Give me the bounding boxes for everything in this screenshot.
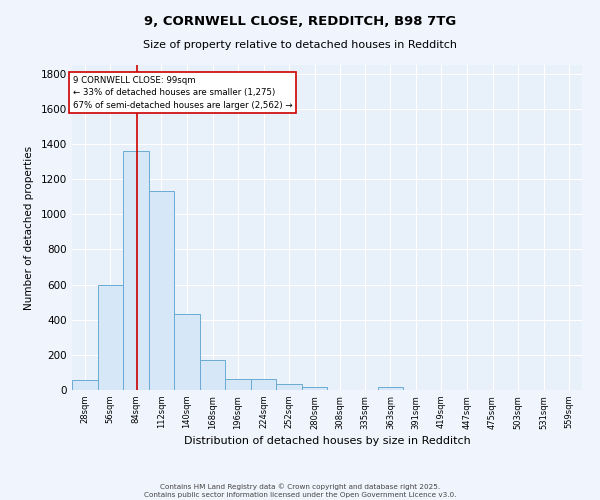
Text: 9, CORNWELL CLOSE, REDDITCH, B98 7TG: 9, CORNWELL CLOSE, REDDITCH, B98 7TG bbox=[144, 15, 456, 28]
Y-axis label: Number of detached properties: Number of detached properties bbox=[24, 146, 34, 310]
Bar bbox=[277, 384, 302, 390]
Bar bbox=[225, 378, 251, 390]
Bar bbox=[302, 388, 328, 390]
Bar bbox=[123, 151, 149, 390]
X-axis label: Distribution of detached houses by size in Redditch: Distribution of detached houses by size … bbox=[184, 436, 470, 446]
Text: Size of property relative to detached houses in Redditch: Size of property relative to detached ho… bbox=[143, 40, 457, 50]
Bar bbox=[149, 192, 174, 390]
Bar bbox=[72, 380, 98, 390]
Bar bbox=[251, 378, 277, 390]
Bar bbox=[174, 314, 200, 390]
Text: Contains HM Land Registry data © Crown copyright and database right 2025.
Contai: Contains HM Land Registry data © Crown c… bbox=[144, 484, 456, 498]
Bar bbox=[377, 388, 403, 390]
Bar bbox=[98, 284, 123, 390]
Bar bbox=[200, 360, 225, 390]
Text: 9 CORNWELL CLOSE: 99sqm
← 33% of detached houses are smaller (1,275)
67% of semi: 9 CORNWELL CLOSE: 99sqm ← 33% of detache… bbox=[73, 76, 293, 110]
